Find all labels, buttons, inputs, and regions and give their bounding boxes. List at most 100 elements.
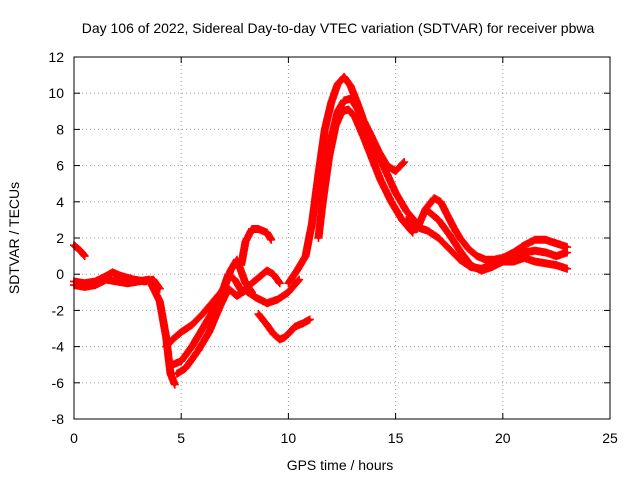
satellite-track-5 xyxy=(168,270,246,369)
satellite-track-12 xyxy=(318,105,417,237)
data-point xyxy=(304,254,308,258)
data-points xyxy=(70,72,572,389)
satellite-track-13 xyxy=(402,194,572,264)
data-point xyxy=(271,272,275,276)
data-point xyxy=(271,332,275,336)
data-point xyxy=(415,225,419,229)
data-point xyxy=(201,327,205,330)
data-point xyxy=(334,124,338,128)
data-point xyxy=(512,254,516,258)
data-point xyxy=(207,330,211,334)
y-tick-label: 2 xyxy=(56,230,64,246)
data-point xyxy=(226,287,230,291)
data-point xyxy=(316,236,320,240)
y-tick-label: -2 xyxy=(52,302,65,318)
data-point xyxy=(411,231,415,235)
data-point xyxy=(126,281,130,285)
data-point xyxy=(265,269,269,273)
data-point xyxy=(293,325,297,329)
data-point xyxy=(226,272,230,276)
data-point xyxy=(190,323,194,327)
data-point xyxy=(179,330,183,334)
satellite-track-3 xyxy=(70,268,164,293)
y-tick-label: 10 xyxy=(48,85,64,101)
data-point xyxy=(282,336,286,340)
data-point xyxy=(190,345,194,349)
data-point xyxy=(458,249,462,253)
data-point xyxy=(201,312,205,316)
data-point xyxy=(235,294,239,298)
data-point xyxy=(372,146,376,149)
data-point xyxy=(554,241,558,245)
tick-labels: 0 5 10 15 20 25 -8 -6 -4 -2 0 2 4 6 8 10 12 xyxy=(48,49,618,446)
y-tick-label: 0 xyxy=(56,266,64,282)
data-point xyxy=(323,127,327,131)
data-point xyxy=(544,250,548,254)
data-point xyxy=(196,348,200,352)
data-point xyxy=(426,209,430,213)
axis-ticks xyxy=(73,56,611,420)
data-point xyxy=(171,337,175,341)
y-tick-label: -6 xyxy=(52,375,65,391)
y-tick-label: 8 xyxy=(56,121,64,137)
data-point xyxy=(424,207,428,211)
data-point xyxy=(164,345,168,349)
data-point xyxy=(244,240,248,244)
data-point xyxy=(458,258,462,262)
data-point xyxy=(544,261,548,265)
data-point xyxy=(432,196,436,200)
data-point xyxy=(233,278,237,282)
data-point xyxy=(310,222,314,226)
grid-lines xyxy=(74,57,610,419)
data-point xyxy=(522,256,526,260)
data-point xyxy=(466,247,470,251)
data-point xyxy=(222,285,226,289)
data-point xyxy=(340,109,344,113)
data-point xyxy=(308,317,312,321)
data-point xyxy=(239,263,243,267)
data-point xyxy=(151,278,155,282)
data-point xyxy=(286,281,290,285)
data-point xyxy=(436,236,440,240)
x-tick-label: 5 xyxy=(177,430,185,446)
data-point xyxy=(83,281,87,285)
data-point xyxy=(256,276,260,280)
satellite-track-1 xyxy=(70,241,89,261)
data-point xyxy=(447,232,451,236)
data-point xyxy=(554,254,558,258)
y-tick-label: 4 xyxy=(56,194,64,210)
data-point xyxy=(404,218,408,222)
satellite-track-15 xyxy=(423,206,572,275)
data-point xyxy=(83,254,87,258)
data-point xyxy=(286,332,290,336)
data-point xyxy=(484,258,488,262)
data-point xyxy=(394,191,398,195)
data-point xyxy=(78,249,82,253)
data-point xyxy=(346,107,350,111)
data-point xyxy=(336,82,340,86)
satellite-track-7 xyxy=(237,225,276,270)
data-point xyxy=(533,249,537,253)
data-point xyxy=(239,290,243,294)
data-point xyxy=(394,169,398,173)
data-point xyxy=(402,160,406,164)
data-point xyxy=(404,209,408,213)
data-point xyxy=(490,265,494,269)
data-point xyxy=(469,263,473,267)
plus-marker-trail xyxy=(70,275,179,389)
data-point xyxy=(379,178,383,182)
data-point xyxy=(248,283,252,287)
data-point xyxy=(301,321,305,325)
data-point xyxy=(501,260,505,264)
plus-marker-trail xyxy=(168,270,246,369)
data-point xyxy=(389,200,393,204)
data-point xyxy=(316,173,320,177)
data-point xyxy=(565,245,569,249)
satellite-track-8 xyxy=(237,266,284,297)
data-point xyxy=(533,238,537,242)
data-point xyxy=(235,258,239,262)
data-point xyxy=(171,363,175,367)
x-tick-label: 0 xyxy=(70,430,78,446)
y-tick-label: -4 xyxy=(52,339,65,355)
